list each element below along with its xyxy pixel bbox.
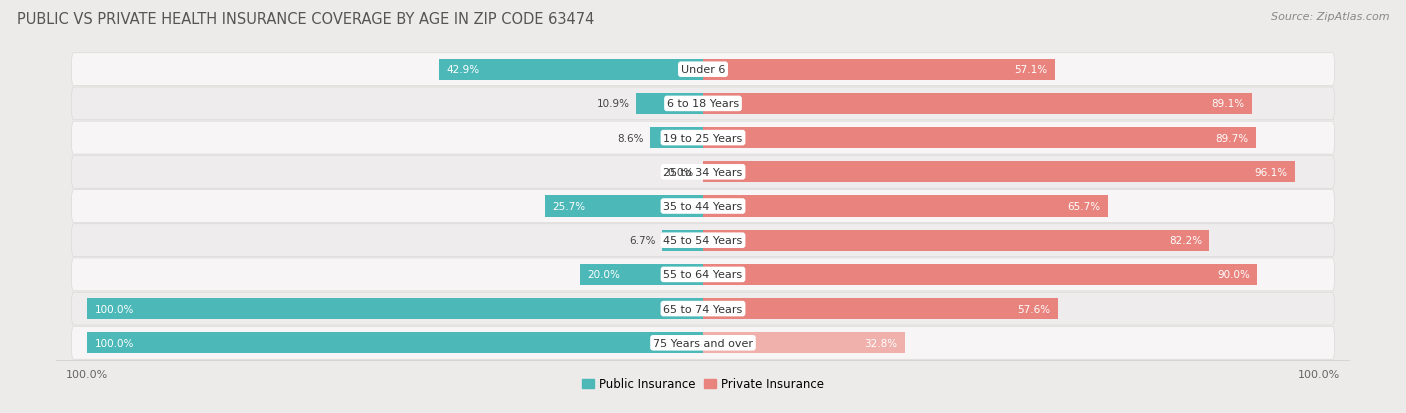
Bar [703, 162, 1295, 183]
Text: 25 to 34 Years: 25 to 34 Years [664, 167, 742, 177]
Text: 6.7%: 6.7% [628, 236, 655, 246]
Text: 8.6%: 8.6% [617, 133, 644, 143]
Text: 82.2%: 82.2% [1168, 236, 1202, 246]
Text: 75 Years and over: 75 Years and over [652, 338, 754, 348]
Text: 65.7%: 65.7% [1067, 202, 1101, 211]
Text: PUBLIC VS PRIVATE HEALTH INSURANCE COVERAGE BY AGE IN ZIP CODE 63474: PUBLIC VS PRIVATE HEALTH INSURANCE COVER… [17, 12, 595, 27]
FancyBboxPatch shape [72, 292, 1334, 325]
Bar [87, 332, 703, 354]
Text: 89.7%: 89.7% [1215, 133, 1249, 143]
FancyBboxPatch shape [72, 122, 1334, 154]
Text: 25.7%: 25.7% [553, 202, 585, 211]
Text: 45 to 54 Years: 45 to 54 Years [664, 236, 742, 246]
Bar [703, 59, 1054, 81]
Bar [703, 128, 1256, 149]
Legend: Public Insurance, Private Insurance: Public Insurance, Private Insurance [578, 373, 828, 395]
Text: 89.1%: 89.1% [1212, 99, 1244, 109]
FancyBboxPatch shape [72, 156, 1334, 189]
FancyBboxPatch shape [72, 259, 1334, 291]
Text: Under 6: Under 6 [681, 65, 725, 75]
Text: 6 to 18 Years: 6 to 18 Years [666, 99, 740, 109]
Text: 35 to 44 Years: 35 to 44 Years [664, 202, 742, 211]
Text: 96.1%: 96.1% [1254, 167, 1288, 177]
Text: 57.6%: 57.6% [1018, 304, 1050, 314]
FancyBboxPatch shape [72, 54, 1334, 86]
Bar [703, 94, 1251, 115]
Text: 19 to 25 Years: 19 to 25 Years [664, 133, 742, 143]
Text: 65 to 74 Years: 65 to 74 Years [664, 304, 742, 314]
Bar [544, 196, 703, 217]
Text: 55 to 64 Years: 55 to 64 Years [664, 270, 742, 280]
FancyBboxPatch shape [72, 190, 1334, 223]
Bar [650, 128, 703, 149]
Text: Source: ZipAtlas.com: Source: ZipAtlas.com [1271, 12, 1389, 22]
FancyBboxPatch shape [72, 224, 1334, 257]
Text: 57.1%: 57.1% [1014, 65, 1047, 75]
Bar [703, 264, 1257, 285]
FancyBboxPatch shape [72, 327, 1334, 359]
Text: 100.0%: 100.0% [94, 304, 134, 314]
Bar [703, 332, 905, 354]
Text: 100.0%: 100.0% [94, 338, 134, 348]
Text: 0.0%: 0.0% [668, 167, 693, 177]
Bar [439, 59, 703, 81]
Bar [703, 298, 1057, 319]
Bar [703, 230, 1209, 251]
Bar [703, 196, 1108, 217]
Text: 10.9%: 10.9% [596, 99, 630, 109]
Text: 90.0%: 90.0% [1218, 270, 1250, 280]
Bar [87, 298, 703, 319]
Text: 32.8%: 32.8% [865, 338, 897, 348]
FancyBboxPatch shape [72, 88, 1334, 121]
Bar [662, 230, 703, 251]
Bar [579, 264, 703, 285]
Text: 42.9%: 42.9% [446, 65, 479, 75]
Text: 20.0%: 20.0% [588, 270, 620, 280]
Bar [636, 94, 703, 115]
